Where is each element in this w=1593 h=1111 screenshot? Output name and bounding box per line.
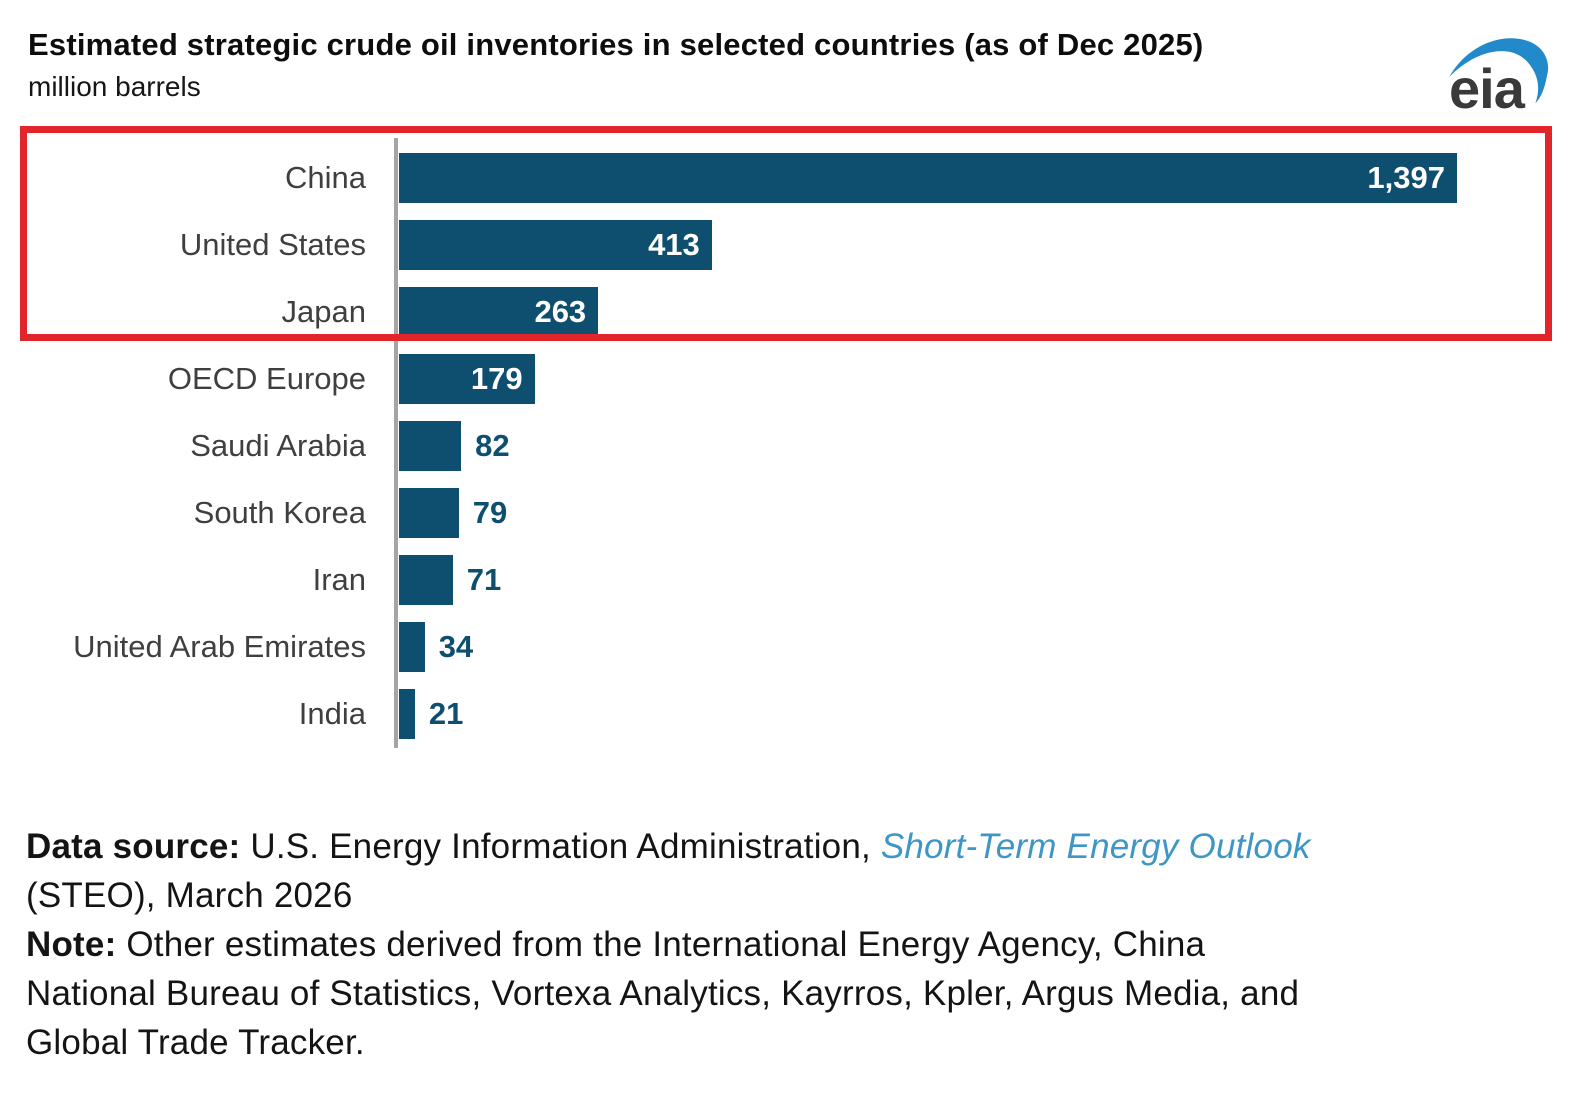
note-line2: National Bureau of Statistics, Vortexa A… — [26, 974, 1300, 1013]
chart-unit-label: million barrels — [28, 71, 201, 102]
bar-row: Japan 263 — [0, 278, 1560, 345]
chart-axis-line — [394, 138, 398, 748]
value-label: 263 — [534, 293, 587, 329]
steo-link[interactable]: Short-Term Energy Outlook — [880, 827, 1311, 866]
bar — [399, 688, 415, 739]
bar: 413 — [399, 219, 712, 270]
bar-row: South Korea 79 — [0, 479, 1560, 546]
chart-title: Estimated strategic crude oil inventorie… — [28, 27, 1204, 62]
bar-chart: China 1,397 United States 413 Japan 263 OECD E… — [0, 144, 1560, 747]
category-label: United Arab Emirates — [73, 628, 366, 664]
category-label: Japan — [281, 293, 366, 329]
bar: 1,397 — [399, 152, 1457, 203]
category-label: OECD Europe — [167, 360, 366, 396]
value-label: 34 — [438, 628, 474, 664]
category-label: Saudi Arabia — [190, 427, 366, 463]
value-label: 71 — [466, 561, 502, 597]
value-label: 413 — [648, 226, 700, 262]
data-source-line: Data source: U.S. Energy Information Adm… — [26, 822, 1311, 871]
bar — [399, 420, 462, 471]
bar-row: India 21 — [0, 680, 1560, 747]
value-label: 79 — [472, 494, 508, 530]
eia-logo: eia — [1441, 30, 1556, 120]
category-label: Iran — [312, 561, 366, 597]
value-label: 21 — [428, 695, 464, 731]
bar: 263 — [399, 286, 599, 337]
data-source-line2: (STEO), March 2026 — [26, 876, 353, 915]
eia-swoosh-icon — [1449, 38, 1549, 104]
eia-logo-text: eia — [1449, 57, 1525, 120]
value-label: 1,397 — [1367, 159, 1445, 195]
data-source-label: Data source: — [26, 827, 241, 866]
bar-row: United Arab Emirates 34 — [0, 613, 1560, 680]
bar — [399, 621, 425, 672]
bar-row: Iran 71 — [0, 546, 1560, 613]
bar-row: OECD Europe 179 — [0, 345, 1560, 412]
category-label: United States — [179, 226, 366, 262]
value-label: 82 — [475, 427, 510, 463]
bar — [399, 487, 459, 538]
value-label: 179 — [470, 360, 523, 396]
footer-notes: Data source: U.S. Energy Information Adm… — [26, 822, 1311, 1067]
note-label: Note: — [26, 925, 117, 964]
note-text1: Other estimates derived from the Interna… — [116, 925, 1206, 964]
bar — [399, 554, 453, 605]
data-source-text: U.S. Energy Information Administration, — [240, 827, 881, 866]
category-label: India — [298, 695, 366, 731]
note-line3: Global Trade Tracker. — [26, 1023, 365, 1062]
bar-row: China 1,397 — [0, 144, 1560, 211]
category-label: China — [285, 159, 366, 195]
bar: 179 — [399, 353, 535, 404]
category-label: South Korea — [193, 494, 366, 530]
bar-row: Saudi Arabia 82 — [0, 412, 1560, 479]
note-line1: Note: Other estimates derived from the I… — [26, 920, 1311, 969]
bar-row: United States 413 — [0, 211, 1560, 278]
